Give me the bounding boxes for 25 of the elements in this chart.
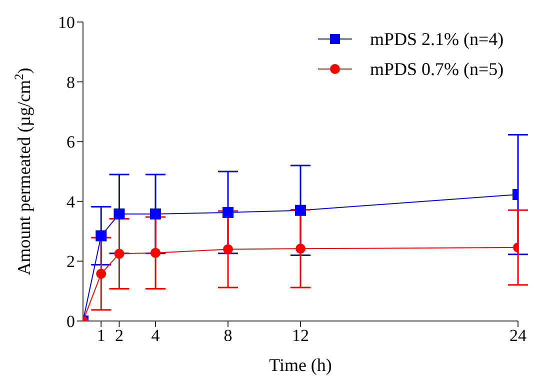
y-tick-label: 6 [66,132,75,152]
y-tick-label: 0 [66,312,75,332]
legend-label: mPDS 0.7% (n=5) [370,58,504,80]
y-tick-label: 4 [66,192,76,212]
point [114,208,125,220]
x-tick-label: 2 [115,326,124,346]
point [295,204,306,216]
point [96,230,107,242]
x-axis-title: Time (h) [269,355,332,375]
x-tick-label: 4 [151,326,160,346]
point [296,244,306,254]
x-tick-label: 24 [510,326,527,346]
y-tick-label: 10 [58,13,75,32]
legend-label: mPDS 2.1% (n=4) [370,28,504,50]
x-tick-label: 8 [224,326,232,346]
point [150,208,161,220]
y-tick-label: 2 [66,252,75,272]
x-tick-label: 1 [96,326,106,346]
point [223,244,233,254]
point [150,248,160,258]
y-tick-label: 8 [66,72,75,92]
point [114,248,124,259]
x-tick-label: 12 [292,326,309,346]
point [222,206,234,218]
point [96,268,106,279]
